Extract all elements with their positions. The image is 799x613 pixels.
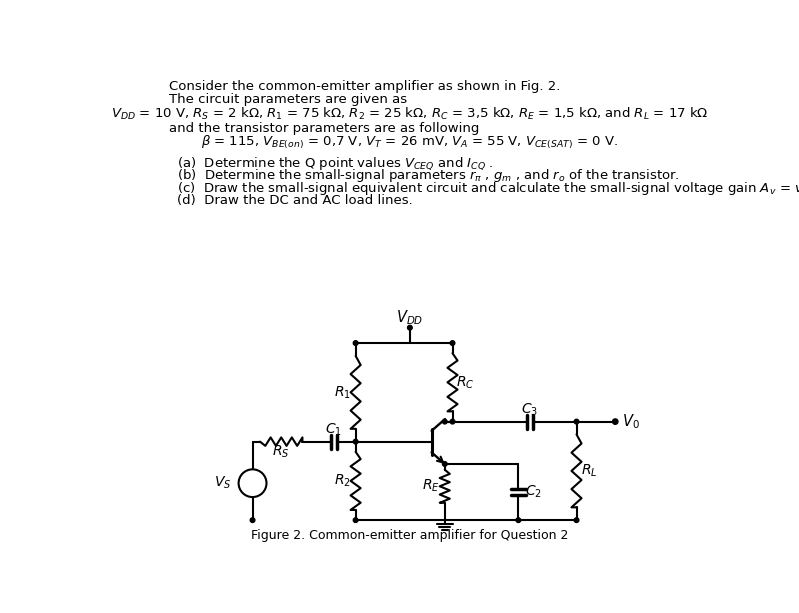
Text: Figure 2. Common-emitter amplifier for Question 2: Figure 2. Common-emitter amplifier for Q… [251, 529, 569, 542]
Circle shape [353, 341, 358, 345]
Text: $V_S$: $V_S$ [214, 475, 232, 492]
Text: (b)  Determine the small-signal parameters $r_\pi$ , $g_m$ , and $r_o$ of the tr: (b) Determine the small-signal parameter… [177, 167, 680, 185]
Text: (d)  Draw the DC and AC load lines.: (d) Draw the DC and AC load lines. [177, 194, 413, 207]
Text: $V_0$: $V_0$ [622, 413, 640, 431]
Circle shape [239, 470, 267, 497]
Text: $R_E$: $R_E$ [422, 478, 439, 495]
Circle shape [353, 518, 358, 522]
Circle shape [574, 518, 578, 522]
Text: (a)  Determine the Q point values $V_{CEQ}$ and $I_{CQ}$ .: (a) Determine the Q point values $V_{CEQ… [177, 155, 494, 172]
Text: $\beta$ = 115, $V_{BE(on)}$ = 0,7 V, $V_T$ = 26 mV, $V_A$ = 55 V, $V_{CE(SAT)}$ : $\beta$ = 115, $V_{BE(on)}$ = 0,7 V, $V_… [201, 134, 618, 151]
Text: The circuit parameters are given as: The circuit parameters are given as [169, 93, 407, 106]
Circle shape [450, 341, 455, 345]
Circle shape [250, 518, 255, 522]
Text: Consider the common-emitter amplifier as shown in Fig. 2.: Consider the common-emitter amplifier as… [169, 80, 560, 93]
Circle shape [613, 419, 618, 424]
Text: $C_1$: $C_1$ [325, 422, 343, 438]
Text: $V_{DD}$ = 10 V, $R_S$ = 2 k$\Omega$, $R_1$ = 75 k$\Omega$, $R_2$ = 25 k$\Omega$: $V_{DD}$ = 10 V, $R_S$ = 2 k$\Omega$, $R… [111, 106, 709, 123]
Text: $C_2$: $C_2$ [525, 484, 542, 500]
Circle shape [353, 440, 358, 444]
Text: $R_1$: $R_1$ [334, 384, 351, 400]
Text: $R_L$: $R_L$ [582, 463, 598, 479]
Text: +: + [247, 471, 258, 484]
Circle shape [443, 419, 447, 424]
Text: and the transistor parameters are as following: and the transistor parameters are as fol… [169, 122, 479, 135]
Text: −: − [248, 482, 258, 495]
Circle shape [407, 326, 412, 330]
Text: $R_2$: $R_2$ [334, 473, 351, 489]
Text: $R_S$: $R_S$ [272, 443, 290, 460]
Text: (c)  Draw the small-signal equivalent circuit and calculate the small-signal vol: (c) Draw the small-signal equivalent cir… [177, 180, 799, 197]
Circle shape [574, 419, 578, 424]
Text: $C_3$: $C_3$ [522, 402, 539, 418]
Circle shape [516, 518, 521, 522]
Circle shape [443, 462, 447, 466]
Text: $V_{DD}$: $V_{DD}$ [396, 308, 423, 327]
Circle shape [450, 419, 455, 424]
Text: $R_C$: $R_C$ [456, 374, 475, 390]
